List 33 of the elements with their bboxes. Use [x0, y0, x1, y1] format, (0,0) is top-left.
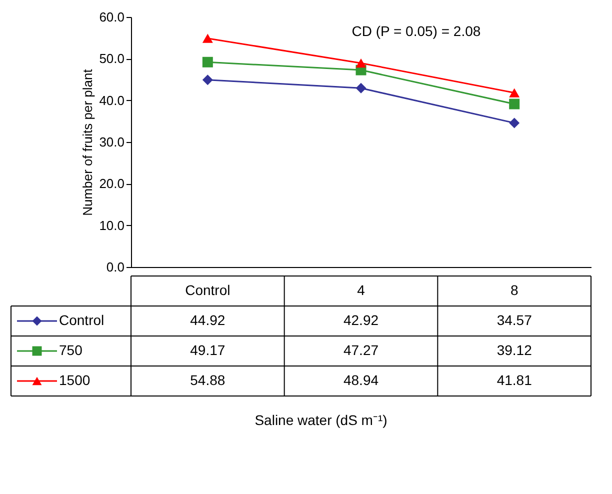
- legend-label: Control: [59, 312, 104, 328]
- data-label: 49.17: [190, 342, 226, 358]
- data-label: 54.88: [190, 372, 226, 388]
- data-label: 41.81: [496, 372, 532, 388]
- y-tick-label: 50.0: [99, 51, 124, 66]
- y-tick-label: 20.0: [99, 176, 124, 192]
- data-label: 44.92: [190, 312, 226, 328]
- data-label: 42.92: [343, 312, 379, 328]
- annotation: CD (P = 0.05) = 2.08: [352, 23, 481, 39]
- y-axis-title: Number of fruits per plant: [80, 68, 96, 216]
- legend-label: 1500: [59, 372, 90, 388]
- legend-label: 750: [59, 342, 83, 358]
- y-tick-label: 60.0: [99, 10, 124, 24]
- x-tick-label: 4: [357, 282, 366, 298]
- x-tick-label: 8: [510, 282, 518, 298]
- y-tick-label: 40.0: [99, 92, 124, 108]
- y-tick-label: 0.0: [106, 260, 124, 274]
- data-label: 48.94: [343, 372, 379, 388]
- y-tick-label: 30.0: [99, 134, 124, 150]
- data-label: 47.27: [343, 342, 379, 358]
- point: [202, 34, 213, 43]
- y-tick-label: 10.0: [99, 218, 124, 233]
- point: [202, 56, 213, 68]
- data-label: 39.12: [496, 342, 532, 358]
- point: [509, 118, 520, 128]
- text: Saline water (dS m⁻¹): [254, 412, 388, 428]
- x-tick-label: Control: [185, 282, 230, 298]
- point: [509, 88, 520, 98]
- point: [356, 82, 366, 94]
- point: [202, 74, 213, 86]
- data-label: 34.57: [496, 312, 532, 328]
- point: [356, 58, 366, 68]
- point: [509, 98, 520, 110]
